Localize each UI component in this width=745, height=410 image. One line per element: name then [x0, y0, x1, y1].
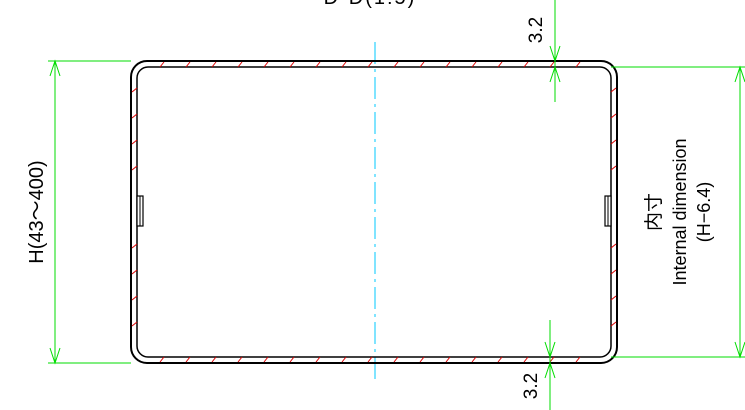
tube-outer-profile — [130, 60, 618, 364]
weld-tick — [131, 165, 138, 171]
weld-tick — [131, 269, 138, 275]
internal-dimension — [611, 65, 745, 359]
weld-tick — [610, 269, 617, 275]
weld-tick — [237, 61, 243, 68]
weld-tick — [211, 356, 217, 363]
weld-tick — [315, 61, 321, 68]
weld-tick — [393, 61, 399, 68]
weld-tick — [159, 61, 165, 68]
weld-tick — [237, 356, 243, 363]
weld-tick — [185, 356, 191, 363]
internal-dimension-labels: 内寸 Internal dimension (H−6.4) — [643, 138, 714, 285]
weld-tick — [445, 61, 451, 68]
weld-tick — [471, 356, 477, 363]
tube-inner-profile — [136, 66, 612, 358]
weld-tick — [445, 356, 451, 363]
weld-tick — [610, 243, 617, 249]
weld-tick — [549, 61, 555, 68]
weld-tick — [289, 356, 295, 363]
bottom-wall-dimension — [544, 320, 556, 410]
top-wall-dimension — [549, 0, 561, 102]
internal-label-en: Internal dimension — [670, 138, 690, 285]
weld-tick — [131, 295, 138, 301]
weld-tick — [523, 356, 529, 363]
weld-tick — [131, 139, 138, 145]
weld-tick — [393, 356, 399, 363]
internal-label-jp: 内寸 — [643, 193, 665, 231]
weld-tick — [289, 61, 295, 68]
weld-tick — [471, 61, 477, 68]
weld-tick — [610, 295, 617, 301]
weld-tick — [341, 61, 347, 68]
weld-tick — [610, 139, 617, 145]
weld-tick — [131, 243, 138, 249]
weld-tick — [367, 61, 373, 68]
weld-tick — [549, 356, 555, 363]
weld-tick — [497, 61, 503, 68]
weld-tick — [263, 61, 269, 68]
bottom-wall-dimension-label: 3.2 — [521, 373, 542, 399]
weld-tick — [610, 165, 617, 171]
weld-tick — [263, 356, 269, 363]
weld-tick — [575, 356, 581, 363]
weld-tick — [419, 61, 425, 68]
weld-tick — [159, 356, 165, 363]
top-wall-dimension-label: 3.2 — [526, 17, 547, 43]
weld-tick — [610, 87, 617, 93]
weld-tick — [419, 356, 425, 363]
weld-tick — [315, 356, 321, 363]
weld-tick — [341, 356, 347, 363]
weld-tick — [131, 87, 138, 93]
height-dimension — [48, 59, 131, 365]
weld-tick — [367, 356, 373, 363]
weld-tick — [211, 61, 217, 68]
weld-tick — [131, 321, 138, 327]
weld-hatching — [131, 61, 617, 363]
weld-tick — [610, 113, 617, 119]
weld-tick — [131, 113, 138, 119]
weld-tick — [497, 356, 503, 363]
internal-formula: (H−6.4) — [694, 182, 714, 243]
weld-tick — [575, 61, 581, 68]
section-title: D-D(1:5) — [324, 0, 417, 9]
weld-tick — [185, 61, 191, 68]
height-dimension-label: H(43～400) — [26, 160, 48, 263]
weld-tick — [610, 321, 617, 327]
weld-tick — [523, 61, 529, 68]
